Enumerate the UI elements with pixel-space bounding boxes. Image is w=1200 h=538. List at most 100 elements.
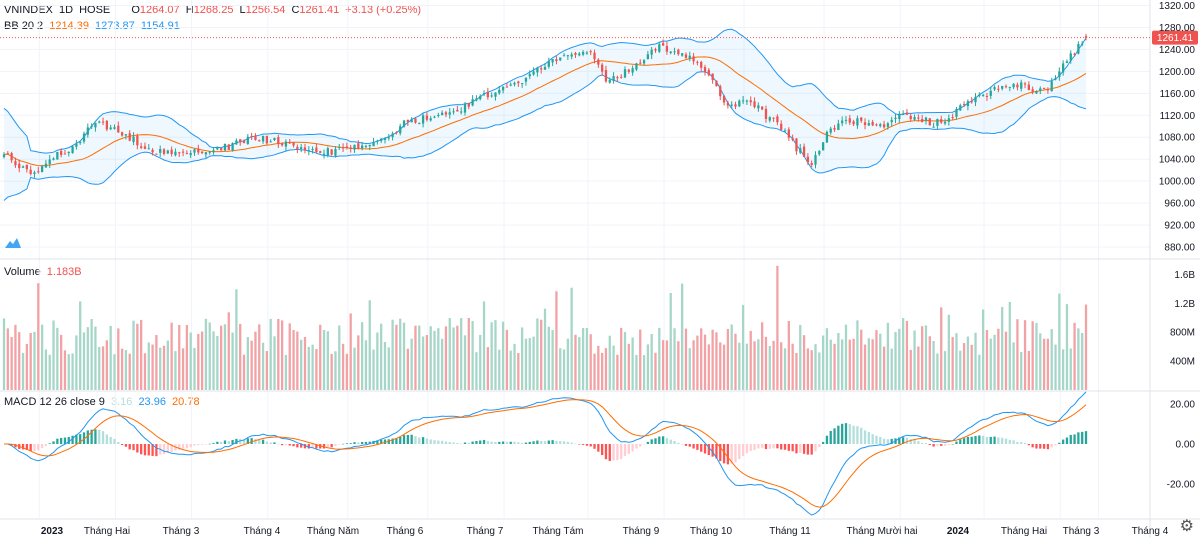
candle	[1020, 79, 1023, 92]
macd-hist-bar	[456, 443, 459, 444]
macd-hist-bar	[597, 444, 600, 452]
candle	[414, 118, 417, 124]
candle	[639, 59, 642, 65]
candle	[780, 120, 783, 131]
candle	[700, 60, 703, 72]
volume-bar	[833, 343, 836, 390]
volume-bar	[509, 350, 512, 390]
volume-bar	[109, 325, 112, 390]
candle	[94, 122, 97, 132]
macd-hist-bar	[540, 440, 543, 444]
volume-bar	[56, 327, 59, 390]
macd-hist-bar	[989, 436, 992, 444]
bb-legend[interactable]: BB 20 2 1214.39 1273.87 1154.91	[4, 20, 183, 32]
macd-hist-bar	[978, 435, 981, 444]
gear-icon[interactable]: ⚙	[1179, 518, 1194, 535]
volume-bar	[513, 343, 516, 390]
macd-hist-bar	[818, 444, 821, 448]
volume-bar	[254, 331, 257, 390]
macd-hist-bar	[1035, 444, 1038, 449]
volume-bar	[749, 330, 752, 390]
interval-label[interactable]: 1D	[58, 4, 74, 16]
volume-bar	[894, 332, 897, 390]
candle	[738, 99, 741, 107]
volume-bar	[326, 331, 329, 390]
volume-bar	[383, 341, 387, 390]
candle	[547, 57, 550, 69]
candle	[402, 120, 406, 128]
symbol-name[interactable]: VNINDEX	[4, 4, 53, 16]
macd-hist-bar	[574, 443, 577, 445]
time-tick-label: 2023	[41, 526, 64, 537]
macd-hist-bar	[863, 430, 867, 444]
volume-bar	[795, 352, 798, 390]
macd-hist-bar	[440, 440, 444, 444]
macd-hist-bar	[414, 436, 417, 444]
macd-hist-bar	[749, 444, 752, 451]
candle	[997, 85, 1000, 93]
candle	[635, 62, 638, 72]
volume-bars	[2, 265, 1088, 390]
candle	[875, 123, 878, 127]
volume-bar	[136, 323, 139, 390]
candle	[795, 138, 798, 155]
candle	[631, 65, 634, 76]
candle	[981, 93, 985, 97]
candle	[509, 82, 512, 87]
macd-hist-bar	[166, 444, 169, 453]
macd-hist-bar	[223, 440, 227, 444]
candle	[1061, 60, 1065, 76]
macd-hist-bar	[467, 442, 470, 444]
candle	[955, 106, 958, 120]
macd-hist-bar	[791, 444, 794, 452]
volume-bar	[825, 328, 829, 390]
candle	[894, 113, 897, 124]
volume-bar	[570, 287, 573, 390]
volume-bar	[974, 332, 977, 390]
volume-bar	[1012, 342, 1015, 390]
volume-bar	[981, 309, 985, 390]
volume-bar	[970, 344, 973, 390]
macd-hist-bar	[604, 444, 608, 460]
macd-hist-bar	[722, 444, 726, 464]
macd-hist-bar	[494, 441, 497, 444]
macd-hist-bar	[951, 443, 954, 445]
macd-legend[interactable]: MACD 12 26 close 9 3.16 23.96 20.78	[4, 396, 203, 408]
macd-hist-bar	[1077, 432, 1080, 444]
high-label: H1268.25	[185, 4, 234, 16]
price-tick-label: 1120.00	[1160, 111, 1196, 122]
macd-hist-bar	[901, 437, 905, 444]
volume-bar	[581, 327, 585, 390]
candle	[261, 135, 265, 144]
macd-hist-bar	[307, 444, 310, 449]
volume-bar	[791, 343, 794, 390]
volume-bar	[33, 331, 36, 390]
macd-hist-bar	[117, 442, 120, 444]
macd-hist-bar	[623, 444, 627, 456]
candle	[799, 143, 802, 155]
macd-hist-bar	[947, 444, 950, 445]
volume-bar	[658, 327, 661, 390]
volume-bar	[280, 320, 284, 390]
macd-hist-bar	[124, 444, 128, 447]
macd-hist-bar	[1042, 444, 1046, 449]
candle	[597, 58, 600, 68]
macd-hist-bar	[136, 444, 139, 453]
candle	[951, 113, 954, 121]
volume-bar	[277, 318, 280, 390]
volume-bar	[924, 325, 928, 390]
macd-hist-bar	[162, 444, 166, 455]
candle	[334, 146, 337, 158]
volume-legend[interactable]: Volume 1.183B	[4, 266, 85, 278]
tradingview-logo-icon[interactable]	[4, 236, 22, 250]
price-tick-label: 960.00	[1164, 199, 1195, 210]
macd-hist-bar	[220, 441, 223, 444]
macd-hist-bar	[940, 444, 943, 446]
macd-hist-bar	[418, 437, 421, 444]
candle	[18, 159, 21, 173]
macd-tick-label: 0.00	[1176, 440, 1196, 451]
macd-hist-bar	[753, 444, 756, 451]
macd-hist-bar	[410, 434, 413, 444]
volume-bar	[227, 312, 230, 390]
